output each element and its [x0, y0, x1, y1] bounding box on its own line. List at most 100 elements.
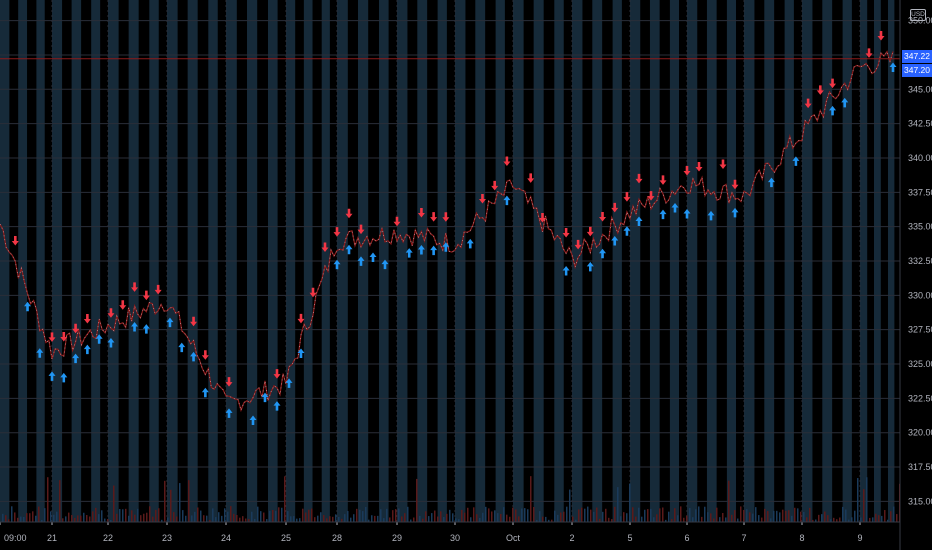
volume-bar — [659, 508, 661, 522]
volume-bar — [341, 518, 343, 522]
volume-bar — [44, 508, 46, 522]
sell-arrow-head — [393, 216, 401, 227]
volume-bar — [587, 506, 589, 522]
time-tick-label: 23 — [162, 533, 172, 543]
volume-bar — [521, 508, 523, 522]
sell-arrow-head — [623, 192, 631, 202]
sell-arrow-head — [611, 202, 619, 213]
volume-bar — [485, 506, 487, 522]
buy-arrow-head — [178, 342, 186, 353]
volume-bar — [404, 513, 406, 522]
time-tick-label: 24 — [221, 533, 231, 543]
volume-bar — [641, 516, 643, 522]
volume-bar — [698, 506, 700, 522]
volume-bar — [476, 514, 478, 522]
sell-arrow — [683, 166, 691, 176]
buy-arrow — [190, 351, 198, 362]
sell-arrow-head — [72, 323, 80, 334]
volume-bar — [872, 517, 874, 522]
buy-arrow-head — [430, 245, 438, 256]
sell-arrow — [816, 85, 824, 95]
buy-arrow — [201, 387, 209, 398]
volume-bar — [629, 483, 631, 522]
volume-bar — [377, 515, 379, 522]
volume-bar — [830, 519, 832, 522]
volume-bar — [467, 507, 469, 522]
volume-bar — [605, 508, 607, 522]
sell-arrow — [659, 175, 667, 185]
volume-bar — [374, 515, 376, 522]
sell-arrow — [107, 308, 115, 318]
volume-bar — [62, 518, 64, 522]
buy-arrow-head — [72, 353, 80, 364]
price-tick-label: 317.50 — [908, 462, 932, 472]
volume-bar — [383, 518, 385, 522]
buy-arrow-head — [60, 372, 68, 383]
volume-bar — [350, 517, 352, 522]
buy-arrow — [635, 216, 643, 226]
sell-arrow-head — [527, 173, 535, 183]
buy-arrow — [405, 248, 413, 258]
sell-arrow-head — [142, 290, 150, 301]
volume-bar — [827, 515, 829, 522]
sell-arrow — [574, 239, 582, 250]
volume-bar — [860, 517, 862, 522]
time-axis[interactable]: 09:00 21 22 23 24 25 28 29 30 Oct 2 5 6 7 8 9 — [0, 521, 900, 543]
buy-arrow — [72, 353, 80, 364]
volume-bar — [395, 509, 397, 522]
buy-arrow — [841, 97, 849, 108]
volume-bar — [785, 510, 787, 522]
volume-bar — [356, 508, 358, 522]
volume-bar — [452, 513, 454, 522]
buy-arrow-head — [792, 156, 800, 166]
sell-arrow-head — [11, 235, 19, 246]
volume-bar — [569, 489, 571, 522]
sell-arrow-head — [647, 191, 655, 201]
buy-arrow — [430, 245, 438, 256]
sell-arrow — [599, 212, 607, 222]
volume-bar — [224, 508, 226, 522]
buy-arrow-head — [829, 105, 837, 116]
volume-bar — [554, 510, 556, 522]
sell-arrow-head — [877, 30, 885, 41]
volume-bar — [530, 476, 532, 522]
buy-arrow-head — [466, 238, 474, 249]
volume-bar — [41, 519, 43, 522]
volume-bar — [563, 511, 565, 522]
volume-bar — [386, 508, 388, 522]
volume-bar — [68, 512, 70, 522]
sell-arrow — [442, 212, 450, 222]
volume-bar — [848, 519, 850, 522]
buy-arrow — [599, 248, 607, 259]
volume-bar — [689, 508, 691, 522]
sell-arrow — [731, 179, 739, 190]
volume-bar — [680, 506, 682, 522]
currency-badge[interactable]: USD — [910, 9, 926, 21]
volume-bar — [302, 508, 304, 522]
volume-bar — [284, 476, 286, 522]
volume-bar — [32, 511, 34, 522]
buy-arrow — [466, 238, 474, 249]
volume-bar — [716, 507, 718, 522]
volume-bar — [398, 508, 400, 522]
sell-arrow — [297, 313, 305, 324]
sell-arrow-head — [562, 227, 570, 238]
buy-arrow — [442, 242, 450, 252]
volume-bar — [674, 508, 676, 522]
volume-bar — [209, 519, 211, 522]
buy-arrow-head — [611, 235, 619, 246]
sell-arrow-head — [107, 308, 115, 318]
volume-bar — [158, 508, 160, 522]
buy-arrow-head — [659, 209, 667, 220]
sell-arrow — [478, 193, 486, 204]
volume-bar — [599, 518, 601, 522]
volume-bar — [305, 512, 307, 522]
time-tick-label: 30 — [450, 533, 460, 543]
volume-bar — [707, 512, 709, 522]
sell-arrow-head — [60, 331, 68, 342]
volume-bar — [83, 512, 85, 522]
price-tick-label: 337.50 — [908, 187, 932, 197]
price-tick-label: 325.00 — [908, 359, 932, 369]
